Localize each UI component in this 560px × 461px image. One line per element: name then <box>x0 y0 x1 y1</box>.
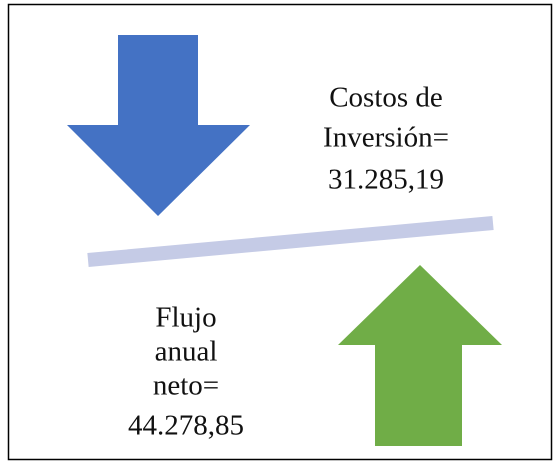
cash-flow-label: anual <box>155 336 218 368</box>
balance-bar <box>87 216 494 267</box>
down-arrow <box>67 35 250 216</box>
investment-label: Costos de <box>329 82 443 114</box>
investment-label: Inversión= <box>323 122 449 154</box>
up-arrow <box>338 265 502 446</box>
cash-flow-label: neto= <box>153 370 219 402</box>
cash-flow-label: Flujo <box>155 302 216 334</box>
cash-flow-value: 44.278,85 <box>128 410 244 442</box>
investment-value: 31.285,19 <box>328 164 444 196</box>
